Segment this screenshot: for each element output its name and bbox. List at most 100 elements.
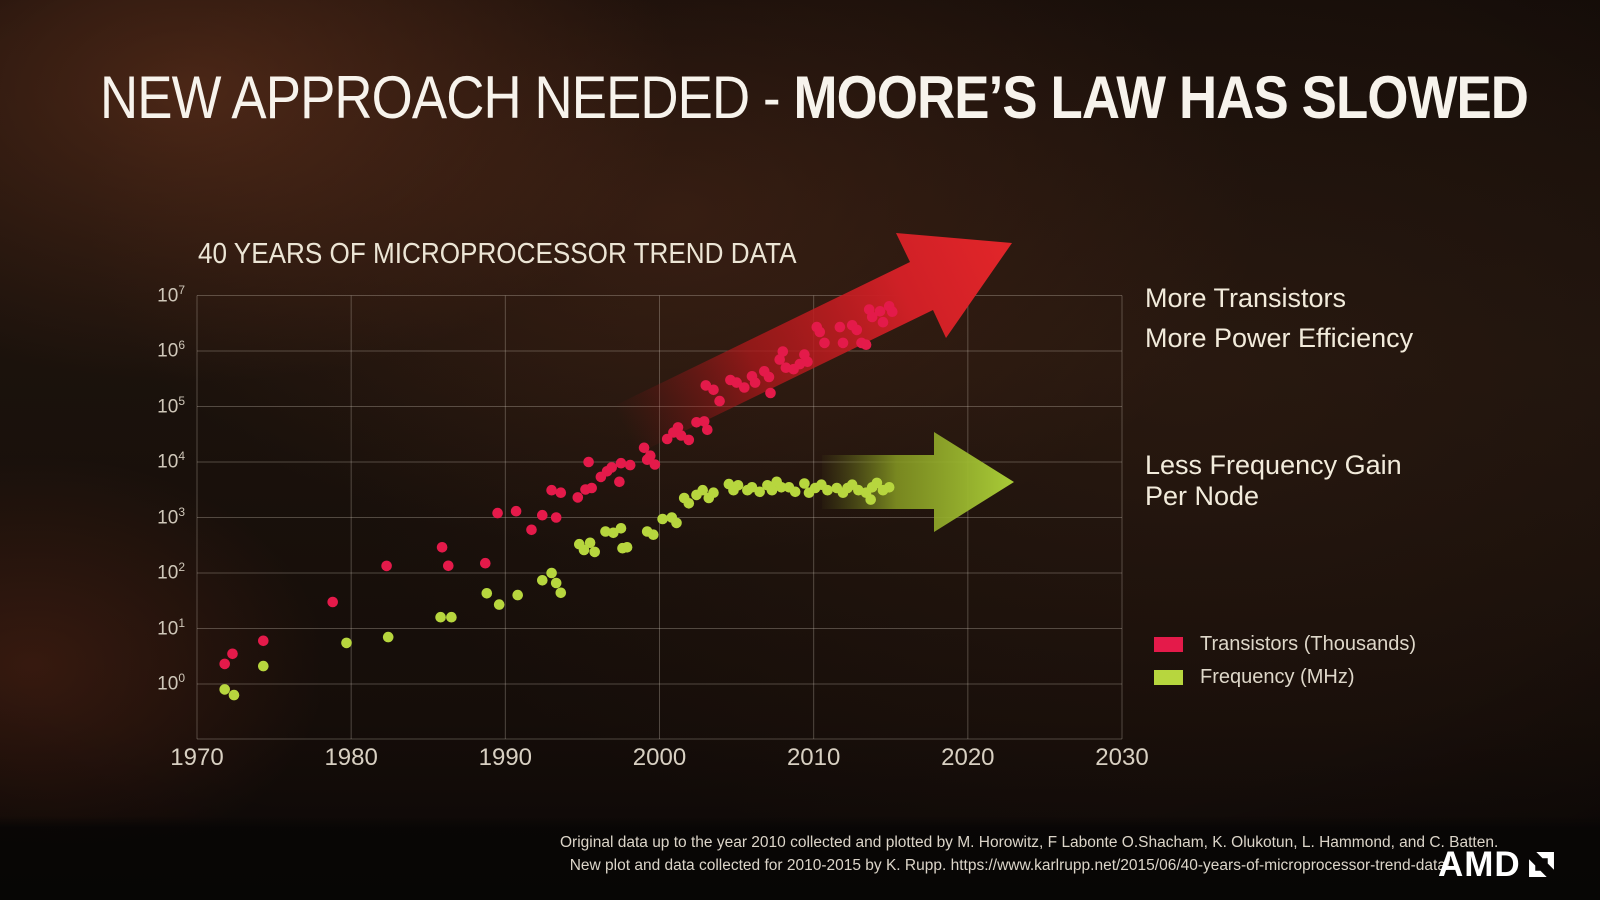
x-tick-label: 2030: [1095, 744, 1149, 771]
legend-label: Frequency (MHz): [1200, 666, 1355, 688]
amd-logo-text: AMD: [1438, 845, 1521, 884]
frequency-trend-arrow: [822, 432, 1014, 532]
data-point: [608, 527, 619, 539]
data-point: [583, 456, 594, 468]
data-point: [382, 631, 394, 643]
legend-item-0: Transistors (Thousands): [1154, 628, 1416, 661]
data-point: [774, 354, 785, 365]
data-point: [708, 384, 719, 396]
data-point: [584, 537, 596, 549]
data-point: [436, 542, 448, 553]
data-point: [435, 611, 446, 623]
data-point: [555, 487, 567, 499]
data-point: [546, 484, 557, 496]
data-point: [614, 476, 625, 488]
data-point: [789, 486, 801, 498]
data-point: [837, 337, 849, 349]
data-point: [572, 492, 584, 503]
data-point: [219, 684, 230, 695]
slide-title-light: NEW APPROACH NEEDED -: [100, 64, 794, 131]
data-point: [227, 648, 238, 660]
data-point: [446, 611, 457, 623]
data-point: [624, 459, 636, 471]
data-point: [777, 346, 789, 357]
scatter-series-1: [219, 476, 895, 701]
data-point: [860, 339, 872, 351]
data-point: [443, 560, 454, 572]
data-point: [621, 542, 633, 553]
footer-credits-line1: Original data up to the year 2010 collec…: [560, 834, 1499, 851]
legend-swatch: [1154, 637, 1183, 652]
data-point: [814, 326, 826, 338]
data-point: [865, 494, 876, 505]
data-point: [766, 484, 778, 496]
data-point: [615, 457, 627, 469]
data-point: [589, 546, 600, 558]
data-point: [586, 482, 597, 494]
transistor-trend-arrow: [614, 233, 1012, 454]
data-point: [754, 486, 765, 498]
data-point: [606, 462, 617, 473]
data-point: [555, 587, 567, 599]
data-point: [683, 434, 695, 446]
data-point: [526, 524, 537, 536]
y-tick-label: 106: [157, 338, 185, 362]
data-point: [702, 424, 713, 436]
y-tick-label: 104: [157, 449, 185, 473]
legend-label: Transistors (Thousands): [1200, 633, 1416, 655]
data-point: [776, 482, 787, 493]
data-point: [887, 306, 898, 318]
data-point: [698, 416, 710, 427]
data-point: [819, 337, 830, 349]
data-point: [802, 356, 813, 368]
data-point: [493, 599, 505, 610]
data-point: [510, 505, 522, 517]
data-point: [550, 512, 562, 523]
data-point: [675, 430, 687, 441]
data-point: [765, 387, 776, 399]
data-point: [739, 382, 750, 393]
x-tick-label: 2020: [941, 744, 995, 771]
chart-title: 40 YEARS OF MICROPROCESSOR TREND DATA: [198, 238, 797, 270]
legend-swatch: [1154, 670, 1183, 685]
data-point: [600, 526, 611, 537]
x-tick-label: 1980: [324, 744, 378, 771]
data-point: [834, 321, 846, 333]
data-point: [746, 482, 758, 493]
annotation-frequency-line1: Less Frequency Gain: [1145, 450, 1402, 480]
data-point: [550, 577, 562, 589]
annotation-frequency: Less Frequency Gain Per Node: [1145, 450, 1402, 512]
amd-arrow-icon: [1528, 852, 1554, 877]
data-point: [671, 517, 682, 529]
data-point: [327, 596, 339, 608]
data-point: [877, 316, 889, 328]
data-point: [822, 484, 833, 496]
amd-logo: AMD: [1438, 847, 1555, 882]
data-point: [546, 567, 557, 579]
data-point: [683, 498, 695, 509]
y-tick-label: 101: [157, 615, 185, 639]
x-tick-label: 1990: [478, 744, 533, 771]
data-point: [381, 560, 392, 572]
data-point: [537, 509, 548, 521]
data-point: [763, 371, 775, 383]
x-tick-label: 1970: [170, 744, 224, 771]
footer-band: [0, 816, 1600, 900]
y-tick-label: 100: [157, 671, 185, 695]
data-point: [851, 324, 863, 336]
data-point: [537, 575, 548, 586]
data-point: [731, 377, 742, 388]
footer-credits: Original data up to the year 2010 collec…: [560, 831, 1499, 877]
data-point: [672, 422, 684, 433]
y-tick-label: 102: [157, 560, 185, 584]
data-point: [749, 377, 761, 388]
data-point: [866, 311, 878, 323]
data-point: [645, 450, 656, 462]
data-point: [228, 689, 240, 701]
footer-credits-line2: New plot and data collected for 2010-201…: [569, 857, 1451, 874]
scatter-series-0: [219, 301, 898, 670]
x-tick-label: 2010: [786, 744, 841, 771]
data-point: [871, 477, 883, 489]
data-point: [578, 544, 590, 556]
